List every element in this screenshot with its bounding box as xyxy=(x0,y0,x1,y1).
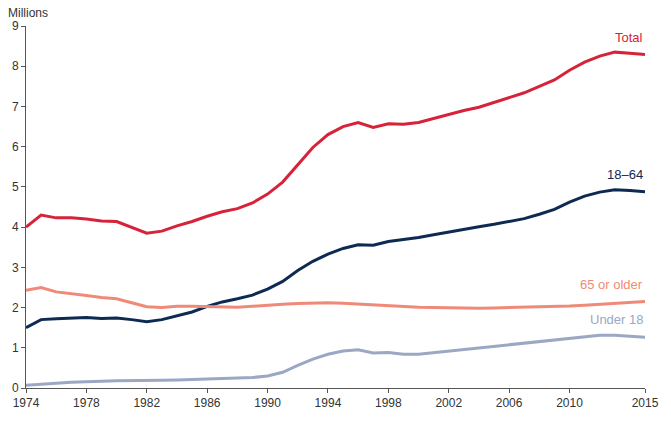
svg-text:1978: 1978 xyxy=(73,396,100,410)
svg-text:5: 5 xyxy=(12,180,19,194)
svg-text:2002: 2002 xyxy=(435,396,462,410)
svg-text:1: 1 xyxy=(12,341,19,355)
svg-text:1974: 1974 xyxy=(13,396,40,410)
svg-text:6: 6 xyxy=(12,140,19,154)
svg-text:Under 18: Under 18 xyxy=(590,312,643,327)
svg-text:2010: 2010 xyxy=(556,396,583,410)
svg-text:2006: 2006 xyxy=(496,396,523,410)
svg-text:1990: 1990 xyxy=(254,396,281,410)
svg-text:1994: 1994 xyxy=(315,396,342,410)
svg-text:9: 9 xyxy=(12,19,19,33)
svg-text:1982: 1982 xyxy=(133,396,160,410)
svg-text:1998: 1998 xyxy=(375,396,402,410)
svg-text:Total: Total xyxy=(615,30,643,45)
svg-text:18–64: 18–64 xyxy=(607,167,643,182)
svg-text:3: 3 xyxy=(12,261,19,275)
svg-text:4: 4 xyxy=(12,220,19,234)
svg-text:7: 7 xyxy=(12,100,19,114)
svg-text:0: 0 xyxy=(12,381,19,395)
svg-text:2015: 2015 xyxy=(632,396,659,410)
svg-text:1986: 1986 xyxy=(194,396,221,410)
svg-text:2: 2 xyxy=(12,301,19,315)
svg-text:8: 8 xyxy=(12,59,19,73)
svg-text:Millions: Millions xyxy=(8,6,48,20)
svg-text:65 or older: 65 or older xyxy=(580,277,643,292)
